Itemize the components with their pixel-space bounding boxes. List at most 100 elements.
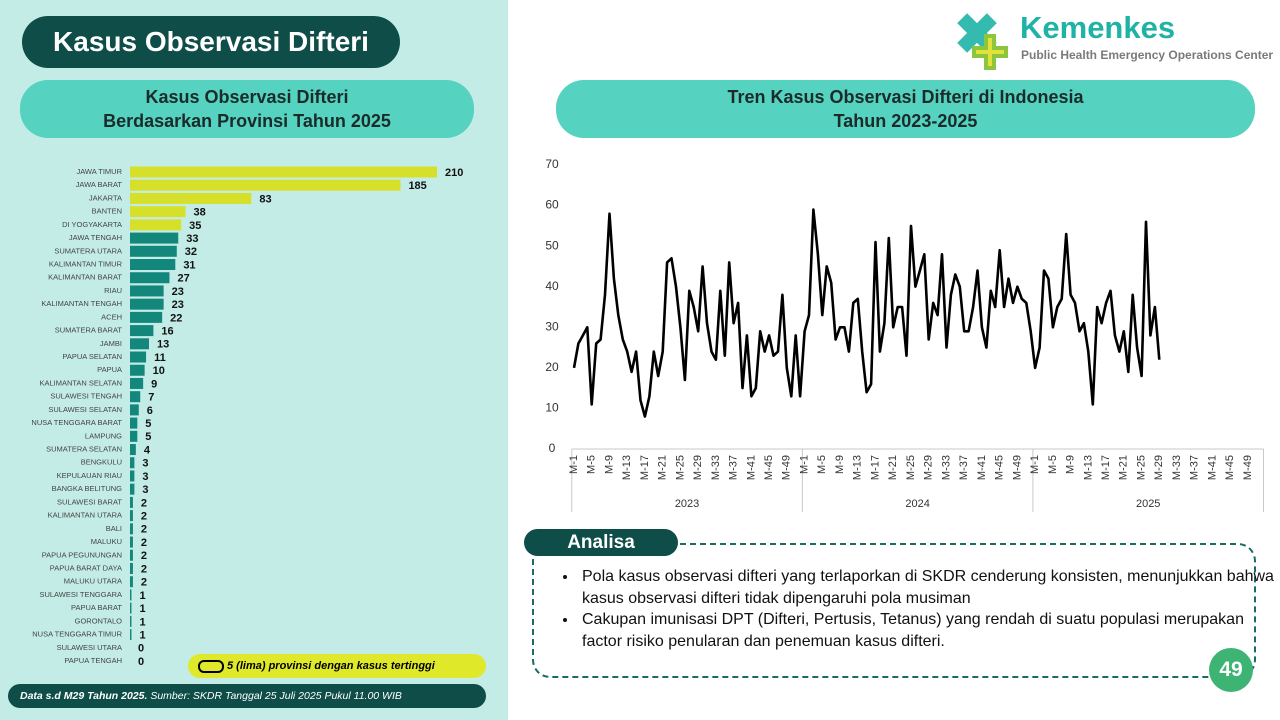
analysis-box (532, 543, 1256, 678)
bar (130, 325, 154, 337)
value-label: 2 (141, 511, 147, 523)
category-label: KALIMANTAN UTARA (48, 511, 122, 520)
category-label: SUMATERA SELATAN (46, 445, 122, 454)
y-tick-label: 30 (545, 319, 559, 333)
x-tick-label: M-9 (834, 455, 846, 474)
category-label: LAMPUNG (85, 431, 122, 440)
x-tick-label: M-29 (923, 455, 935, 480)
category-label: JAMBI (100, 339, 122, 348)
value-label: 38 (194, 207, 206, 219)
group-label: 2024 (905, 498, 929, 510)
category-label: KALIMANTAN BARAT (48, 273, 122, 282)
group-label: 2025 (1136, 498, 1160, 510)
value-label: 1 (139, 616, 145, 628)
x-tick-label: M-21 (887, 455, 899, 480)
x-tick-label: M-5 (1047, 455, 1059, 474)
value-label: 23 (172, 286, 184, 298)
x-tick-label: M-29 (1153, 455, 1165, 480)
x-tick-label: M-17 (1100, 455, 1112, 480)
category-label: SULAWESI BARAT (57, 497, 122, 506)
value-label: 31 (183, 259, 195, 271)
x-tick-label: M-37 (958, 455, 970, 480)
bar (130, 589, 132, 601)
value-label: 4 (144, 444, 151, 456)
bar (130, 602, 132, 614)
x-tick-label: M-1 (568, 455, 580, 474)
bar (130, 510, 133, 522)
category-label: GORONTALO (75, 616, 123, 625)
bar (130, 457, 135, 469)
bar (130, 562, 133, 574)
value-label: 22 (170, 312, 182, 324)
category-label: PAPUA BARAT DAYA (50, 563, 122, 572)
bar (130, 232, 179, 244)
x-tick-label: M-25 (1135, 455, 1147, 480)
value-label: 1 (139, 590, 145, 602)
x-tick-label: M-45 (994, 455, 1006, 480)
x-tick-label: M-25 (905, 455, 917, 480)
value-label: 3 (142, 484, 148, 496)
bar (130, 338, 150, 350)
title-line: Berdasarkan Provinsi Tahun 2025 (103, 111, 391, 131)
bar (130, 377, 144, 389)
bar (130, 364, 145, 376)
category-label: MALUKU (91, 537, 122, 546)
bar (130, 245, 177, 257)
bar (130, 430, 138, 442)
y-tick-label: 40 (545, 279, 559, 293)
analysis-item: Pola kasus observasi difteri yang terlap… (578, 566, 1278, 609)
value-label: 2 (141, 524, 147, 536)
value-label: 2 (141, 537, 147, 549)
value-label: 185 (408, 180, 426, 192)
category-label: PAPUA PEGUNUNGAN (42, 550, 122, 559)
category-label: BANTEN (92, 207, 122, 216)
bar (130, 404, 139, 416)
bar (130, 179, 401, 191)
x-tick-label: M-33 (940, 455, 952, 480)
x-tick-label: M-37 (728, 455, 740, 480)
x-tick-label: M-29 (692, 455, 704, 480)
x-tick-label: M-25 (674, 455, 686, 480)
x-tick-label: M-21 (657, 455, 669, 480)
category-label: SULAWESI TENGAH (50, 392, 122, 401)
category-label: JAWA TENGAH (69, 233, 122, 242)
slide-title: Kasus Observasi Difteri (22, 16, 400, 68)
x-tick-label: M-49 (1011, 455, 1023, 480)
category-label: KEPULAUAN RIAU (57, 471, 122, 480)
logo-name: Kemenkes (1020, 10, 1176, 45)
value-label: 27 (177, 273, 189, 285)
x-tick-label: M-33 (1171, 455, 1183, 480)
x-tick-label: M-45 (763, 455, 775, 480)
value-label: 7 (148, 392, 154, 404)
bar (130, 615, 132, 627)
value-label: 1 (139, 629, 145, 641)
x-tick-label: M-49 (781, 455, 793, 480)
x-tick-label: M-9 (603, 455, 615, 474)
category-label: DI YOGYAKARTA (62, 220, 122, 229)
logo-icon (957, 13, 1008, 70)
x-tick-label: M-41 (745, 455, 757, 480)
y-tick-label: 50 (545, 238, 559, 252)
bar (130, 391, 141, 403)
category-label: NUSA TENGGARA TIMUR (32, 630, 122, 639)
value-label: 32 (185, 246, 197, 258)
category-label: BALI (106, 524, 122, 533)
bar (130, 272, 170, 284)
page-number: 49 (1209, 648, 1253, 692)
bar (130, 536, 133, 548)
x-tick-label: M-17 (869, 455, 881, 480)
bar (130, 285, 164, 297)
value-label: 0 (138, 656, 144, 668)
category-label: BENGKULU (81, 458, 122, 467)
category-label: SUMATERA UTARA (54, 246, 122, 255)
value-label: 33 (186, 233, 198, 245)
bar (130, 576, 133, 588)
x-tick-label: M-33 (710, 455, 722, 480)
bar (130, 629, 132, 641)
x-tick-label: M-13 (621, 455, 633, 480)
category-label: PAPUA BARAT (71, 603, 122, 612)
bar (130, 219, 182, 231)
y-tick-label: 60 (545, 198, 559, 212)
category-label: KALIMANTAN TENGAH (41, 299, 122, 308)
footer-source: Sumber: SKDR Tanggal 25 Juli 2025 Pukul … (150, 690, 402, 702)
